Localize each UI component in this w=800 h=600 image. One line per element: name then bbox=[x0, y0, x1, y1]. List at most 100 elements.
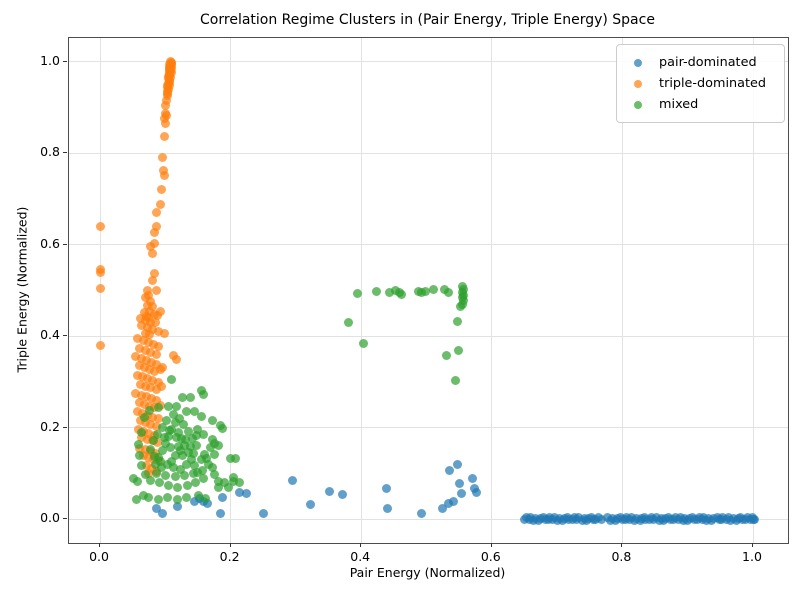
data-point-triple-dominated bbox=[136, 390, 146, 400]
data-point-mixed bbox=[201, 453, 211, 463]
data-point-mixed bbox=[416, 287, 426, 297]
x-tick-mark bbox=[360, 543, 362, 547]
data-point-triple-dominated bbox=[146, 347, 156, 357]
data-point-mixed bbox=[371, 287, 381, 297]
data-point-triple-dominated bbox=[158, 165, 168, 175]
data-point-triple-dominated bbox=[146, 241, 156, 251]
data-point-triple-dominated bbox=[163, 81, 173, 91]
data-point-pair-dominated bbox=[456, 489, 466, 499]
data-point-mixed bbox=[168, 409, 178, 419]
data-point-triple-dominated bbox=[143, 374, 153, 384]
data-point-triple-dominated bbox=[143, 323, 153, 333]
data-point-triple-dominated bbox=[143, 452, 153, 462]
data-point-mixed bbox=[175, 413, 185, 423]
data-point-mixed bbox=[145, 405, 155, 415]
gridline-vertical bbox=[230, 38, 232, 543]
data-point-triple-dominated bbox=[162, 95, 172, 105]
x-tick-label: 0.8 bbox=[611, 549, 632, 564]
legend-marker-icon bbox=[634, 100, 643, 109]
data-point-pair-dominated bbox=[468, 474, 478, 484]
y-tick-label: 0.0 bbox=[40, 510, 60, 525]
data-point-triple-dominated bbox=[148, 412, 158, 422]
data-point-triple-dominated bbox=[148, 249, 158, 259]
data-point-mixed bbox=[157, 445, 167, 455]
data-point-mixed bbox=[219, 478, 229, 488]
gridline-horizontal bbox=[69, 152, 788, 154]
y-tick-mark bbox=[63, 335, 67, 337]
x-tick-label: 1.0 bbox=[742, 549, 762, 564]
data-point-mixed bbox=[196, 454, 206, 464]
data-point-triple-dominated bbox=[151, 385, 161, 395]
data-point-triple-dominated bbox=[158, 363, 168, 373]
data-point-mixed bbox=[234, 478, 244, 488]
y-tick-label: 0.2 bbox=[40, 418, 60, 434]
gridline-vertical bbox=[491, 38, 493, 543]
data-point-triple-dominated bbox=[156, 199, 166, 209]
gridline-horizontal bbox=[69, 61, 788, 63]
data-point-triple-dominated bbox=[171, 354, 181, 364]
data-point-mixed bbox=[143, 492, 153, 502]
data-point-mixed bbox=[208, 416, 218, 426]
data-point-pair-dominated bbox=[449, 496, 459, 506]
data-point-mixed bbox=[158, 422, 168, 432]
data-point-mixed bbox=[188, 449, 198, 459]
data-point-mixed bbox=[226, 453, 236, 463]
data-point-triple-dominated bbox=[136, 313, 145, 323]
data-point-pair-dominated bbox=[417, 509, 427, 519]
data-point-triple-dominated bbox=[148, 276, 158, 286]
data-point-mixed bbox=[218, 424, 228, 434]
data-point-triple-dominated bbox=[137, 432, 147, 442]
data-point-mixed bbox=[132, 494, 142, 504]
data-point-mixed bbox=[164, 481, 174, 491]
data-point-triple-dominated bbox=[132, 407, 142, 417]
data-point-mixed bbox=[198, 466, 208, 476]
data-point-triple-dominated bbox=[136, 379, 145, 389]
data-point-mixed bbox=[156, 462, 166, 472]
data-point-mixed bbox=[153, 494, 163, 504]
data-point-triple-dominated bbox=[148, 324, 158, 334]
data-point-triple-dominated bbox=[147, 394, 157, 404]
legend-label: mixed bbox=[659, 97, 699, 112]
data-point-pair-dominated bbox=[438, 503, 448, 513]
x-tick-mark bbox=[99, 543, 101, 547]
data-point-mixed bbox=[188, 469, 198, 479]
data-point-mixed bbox=[164, 431, 174, 441]
data-point-triple-dominated bbox=[141, 392, 151, 402]
data-point-mixed bbox=[182, 460, 192, 470]
data-point-mixed bbox=[209, 469, 219, 479]
plot-area: pair-dominated triple-dominated mixed bbox=[68, 37, 789, 544]
data-point-triple-dominated bbox=[95, 341, 105, 351]
data-point-pair-dominated bbox=[454, 479, 464, 489]
data-point-triple-dominated bbox=[147, 357, 157, 367]
y-axis-label: Triple Energy (Normalized) bbox=[14, 206, 30, 373]
gridline-horizontal bbox=[69, 518, 788, 520]
data-point-triple-dominated bbox=[145, 330, 155, 340]
data-point-triple-dominated bbox=[149, 340, 159, 350]
data-point-triple-dominated bbox=[148, 376, 158, 386]
data-point-mixed bbox=[184, 427, 194, 437]
x-tick-label: 0.2 bbox=[219, 549, 240, 564]
data-point-mixed bbox=[384, 287, 394, 297]
data-point-mixed bbox=[149, 452, 159, 462]
data-point-triple-dominated bbox=[147, 463, 157, 473]
data-point-mixed bbox=[166, 374, 176, 384]
data-point-pair-dominated bbox=[218, 493, 228, 503]
data-point-mixed bbox=[160, 439, 170, 449]
data-point-mixed bbox=[151, 459, 161, 469]
data-point-triple-dominated bbox=[150, 228, 160, 238]
data-point-mixed bbox=[173, 441, 183, 451]
data-point-mixed bbox=[146, 475, 156, 485]
data-point-triple-dominated bbox=[95, 221, 105, 231]
data-point-pair-dominated bbox=[337, 490, 347, 500]
data-point-mixed bbox=[149, 436, 159, 446]
data-point-pair-dominated bbox=[453, 459, 463, 469]
data-point-mixed bbox=[455, 301, 465, 311]
data-point-triple-dominated bbox=[158, 152, 168, 162]
x-tick-label: 0.6 bbox=[480, 549, 501, 564]
data-point-pair-dominated bbox=[444, 498, 454, 508]
data-point-mixed bbox=[353, 288, 363, 298]
data-point-mixed bbox=[173, 482, 183, 492]
gridline-horizontal bbox=[69, 335, 788, 337]
data-point-mixed bbox=[441, 351, 451, 361]
data-point-pair-dominated bbox=[151, 504, 161, 514]
